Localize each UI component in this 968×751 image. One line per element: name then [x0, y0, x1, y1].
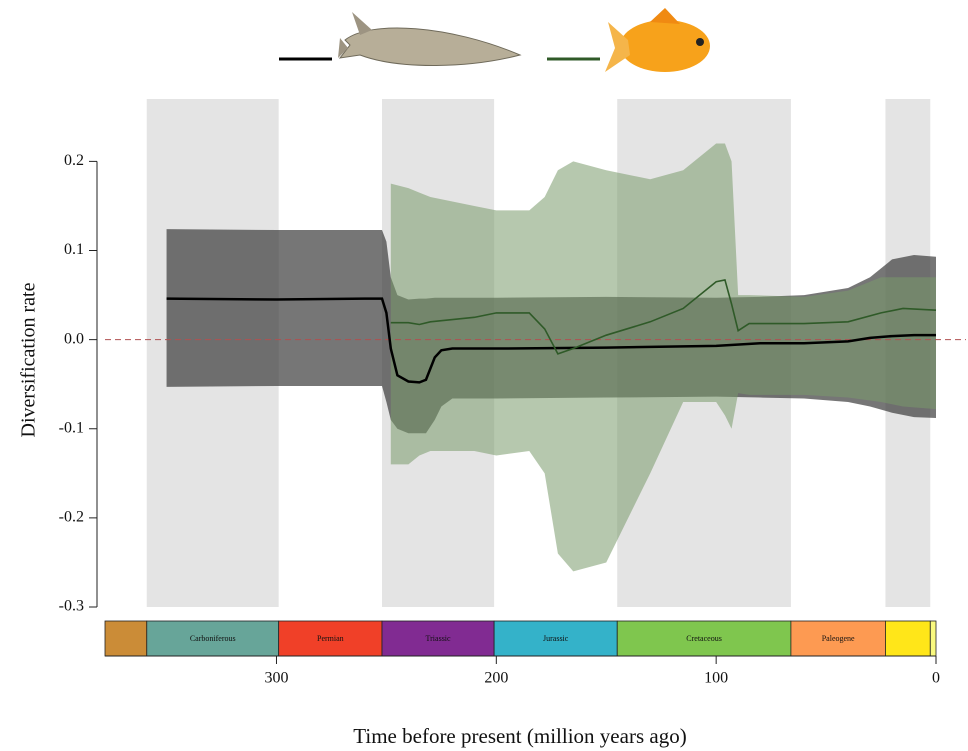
y-tick-label: -0.1 [59, 419, 84, 436]
goldfish-icon [605, 8, 710, 72]
y-tick-label: 0.1 [64, 241, 84, 258]
period-box [930, 621, 936, 656]
x-tick-label: 100 [704, 670, 728, 687]
x-tick-label: 0 [932, 670, 940, 687]
y-axis-label: Diversification rate [18, 282, 40, 437]
legend-icons [338, 8, 710, 72]
period-box [105, 621, 147, 656]
period-label: Permian [317, 634, 344, 643]
y-tick-label: 0.2 [64, 152, 84, 169]
period-label: Paleogene [822, 634, 855, 643]
period-label: Jurassic [543, 634, 569, 643]
y-tick-label: 0.0 [64, 330, 84, 347]
x-tick-label: 300 [264, 670, 288, 687]
period-label: Triassic [426, 634, 451, 643]
period-label: Cretaceous [686, 634, 722, 643]
x-tick-label: 200 [484, 670, 508, 687]
y-tick-label: -0.3 [59, 598, 84, 615]
x-axis-label: Time before present (million years ago) [353, 724, 686, 748]
period-box [885, 621, 930, 656]
period-label: Carboniferous [190, 634, 236, 643]
y-tick-label: -0.2 [59, 509, 84, 526]
chart: Diversification rate Time before present… [0, 0, 968, 751]
sturgeon-icon [338, 12, 520, 66]
